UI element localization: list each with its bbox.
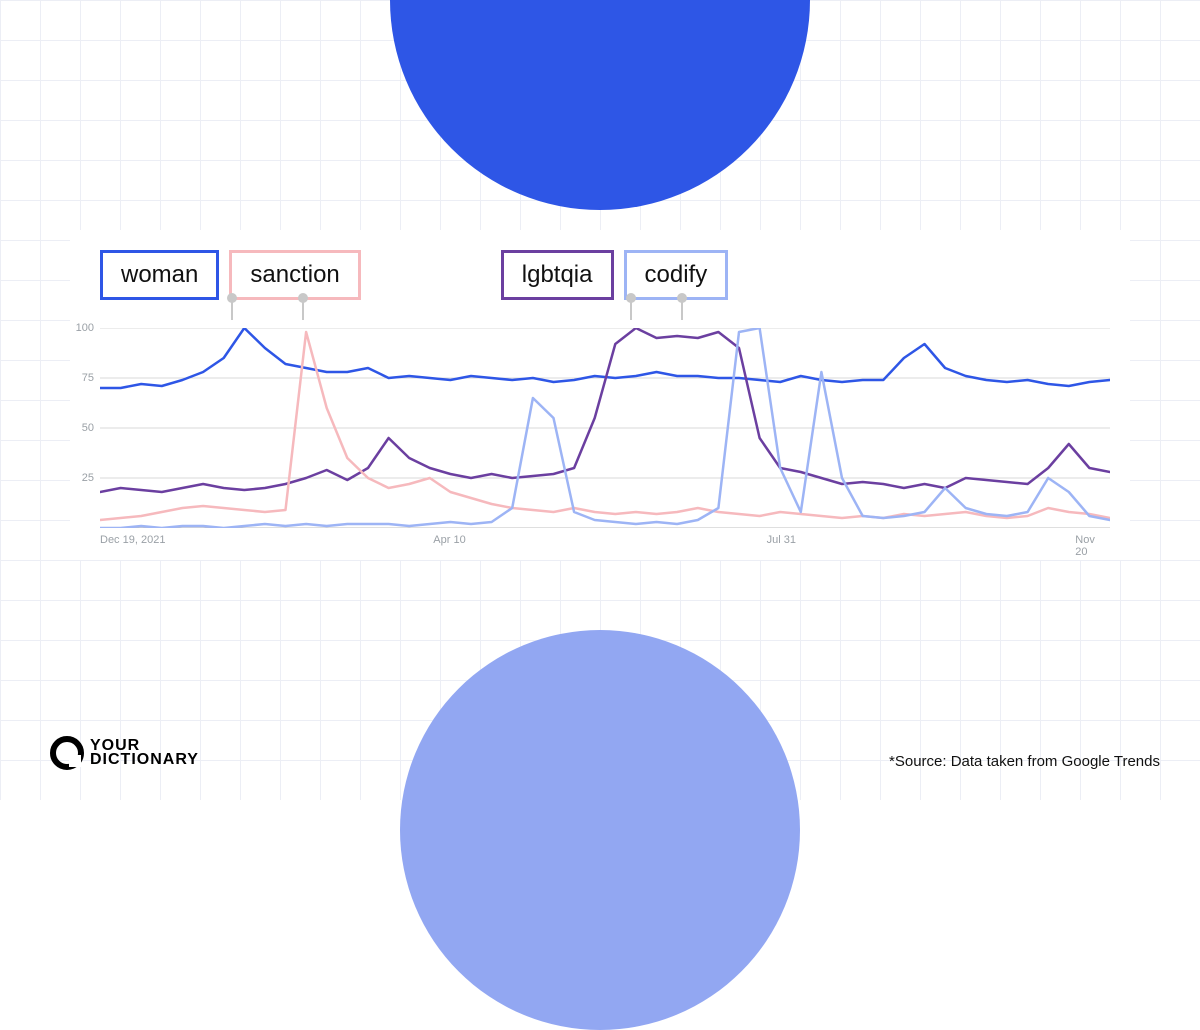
legend: woman sanction lgbtqia codify (100, 250, 728, 300)
legend-label: lgbtqia (522, 261, 593, 288)
y-tick-label: 100 (76, 322, 94, 334)
x-tick-label: Jul 31 (767, 534, 796, 546)
y-tick-label: 75 (82, 372, 94, 384)
x-tick-label: Nov 20 (1075, 534, 1095, 558)
legend-pin (681, 302, 683, 320)
line-chart-svg (100, 328, 1110, 528)
y-tick-label: 50 (82, 422, 94, 434)
series-sanction (100, 332, 1110, 520)
legend-pin (231, 302, 233, 320)
chart-card: woman sanction lgbtqia codify 255075100 … (70, 230, 1130, 560)
legend-item-codify: codify (624, 250, 729, 300)
logo: YOUR DICTIONARY (50, 736, 199, 770)
logo-mark-icon (50, 736, 84, 770)
legend-item-sanction: sanction (229, 250, 360, 300)
legend-item-lgbtqia: lgbtqia (501, 250, 614, 300)
y-tick-label: 25 (82, 472, 94, 484)
legend-pin (630, 302, 632, 320)
legend-label: sanction (250, 261, 339, 288)
source-note: *Source: Data taken from Google Trends (889, 753, 1160, 770)
logo-line-2: DICTIONARY (90, 753, 199, 767)
legend-label: codify (645, 261, 708, 288)
chart-area: 255075100 Dec 19, 2021Apr 10Jul 31Nov 20 (100, 328, 1110, 528)
series-lgbtqia (100, 328, 1110, 492)
legend-group-right: lgbtqia codify (501, 250, 728, 300)
decorative-circle-bottom (400, 630, 800, 1030)
legend-item-woman: woman (100, 250, 219, 300)
logo-text: YOUR DICTIONARY (90, 739, 199, 768)
legend-pin (302, 302, 304, 320)
x-tick-label: Dec 19, 2021 (100, 534, 165, 546)
x-tick-label: Apr 10 (433, 534, 465, 546)
legend-label: woman (121, 261, 198, 288)
